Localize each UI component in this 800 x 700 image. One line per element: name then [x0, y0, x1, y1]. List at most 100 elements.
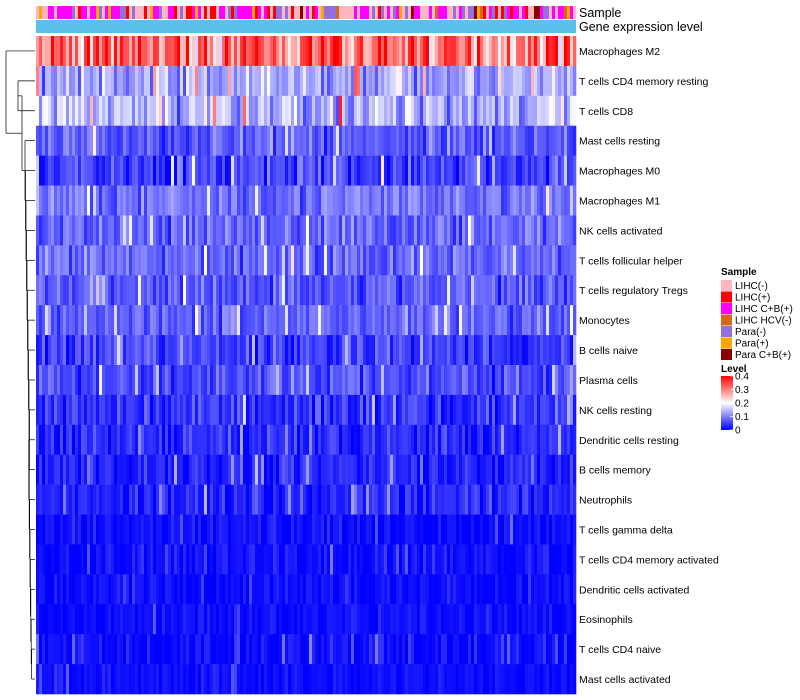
heatmap-cell [189, 454, 193, 485]
heatmap-cell [504, 424, 508, 456]
heatmap-cell [156, 514, 160, 545]
heatmap-cell [375, 95, 379, 127]
heatmap-cell [180, 574, 184, 605]
heatmap-cell [177, 544, 181, 575]
heatmap-cell [411, 36, 415, 67]
heatmap-cell [39, 65, 43, 97]
heatmap-cell [549, 634, 553, 665]
heatmap-cell [570, 125, 574, 156]
heatmap-cell [474, 95, 478, 127]
heatmap-cell [90, 335, 94, 366]
heatmap-cell [477, 335, 481, 366]
heatmap-cell [357, 454, 361, 485]
heatmap-cell [105, 305, 109, 336]
heatmap-cell [375, 574, 379, 605]
heatmap-cell [510, 424, 514, 456]
heatmap-cell [498, 424, 502, 456]
heatmap-cell [459, 275, 463, 306]
heatmap-cell [279, 394, 283, 426]
heatmap-cell [498, 275, 502, 306]
row-label: B cells naive [579, 345, 638, 357]
heatmap-cell [228, 424, 232, 456]
heatmap-cell [219, 634, 223, 665]
heatmap-cell [444, 484, 448, 515]
heatmap-cell [147, 424, 151, 456]
heatmap-cell [153, 36, 157, 67]
heatmap-cell [444, 514, 448, 545]
heatmap-cell [330, 215, 334, 246]
sample-annotation-cell [117, 6, 121, 19]
heatmap-cell [348, 185, 352, 216]
heatmap-cell [501, 305, 505, 336]
heatmap-cell [255, 574, 259, 605]
sample-annotation-cell [219, 6, 223, 19]
heatmap-cell [255, 544, 259, 575]
heatmap-cell [141, 365, 145, 396]
heatmap-cell [561, 95, 565, 127]
heatmap-cell [516, 185, 520, 216]
heatmap-cell [411, 95, 415, 127]
heatmap-cell [498, 544, 502, 575]
heatmap-cell [222, 574, 226, 605]
heatmap-cell [267, 275, 271, 306]
heatmap-cell [39, 365, 43, 396]
heatmap-cell [483, 454, 487, 485]
heatmap-cell [396, 215, 400, 246]
sample-annotation-cell [270, 6, 274, 19]
sample-legend-swatch [721, 303, 732, 314]
heatmap-cell [399, 664, 403, 695]
heatmap-cell [180, 185, 184, 216]
heatmap-cell [255, 664, 259, 695]
heatmap-cell [522, 574, 526, 605]
heatmap-cell [150, 36, 154, 67]
heatmap-cell [90, 544, 94, 575]
heatmap-cell [306, 394, 310, 426]
heatmap-cell [135, 185, 139, 216]
heatmap-cell [453, 125, 457, 156]
heatmap-cell [378, 394, 382, 426]
heatmap-cell [375, 394, 379, 426]
heatmap-cell [243, 544, 247, 575]
heatmap-cell [201, 544, 205, 575]
heatmap-cell [168, 275, 172, 306]
heatmap-cell [153, 125, 157, 156]
heatmap-cell [390, 155, 394, 186]
heatmap-cell [291, 335, 295, 366]
heatmap-cell [66, 604, 70, 635]
heatmap-cell [558, 574, 562, 605]
heatmap-cell [438, 65, 442, 97]
heatmap-cell [156, 95, 160, 127]
heatmap-cell [111, 604, 115, 635]
heatmap-cell [561, 245, 565, 276]
sample-annotation-cell [531, 6, 535, 19]
heatmap-cell [231, 245, 235, 276]
heatmap-cell [180, 125, 184, 156]
heatmap-cell [369, 335, 373, 366]
heatmap-cell [180, 245, 184, 276]
sample-legend-swatch [721, 326, 732, 337]
heatmap-cell [492, 484, 496, 515]
heatmap-cell [459, 95, 463, 127]
heatmap-cell [348, 544, 352, 575]
heatmap-cell [174, 365, 178, 396]
heatmap-cell [261, 604, 265, 635]
heatmap-cell [96, 664, 100, 695]
heatmap-cell [279, 634, 283, 665]
heatmap-cell [261, 365, 265, 396]
heatmap-cell [177, 574, 181, 605]
heatmap-cell [321, 544, 325, 575]
heatmap-cell [420, 544, 424, 575]
heatmap-cell [258, 335, 262, 366]
heatmap-cell [282, 634, 286, 665]
heatmap-cell [534, 634, 538, 665]
row-label: T cells regulatory Tregs [579, 285, 688, 297]
heatmap-cell [405, 574, 409, 605]
heatmap-cell [168, 155, 172, 186]
heatmap-cell [108, 125, 112, 156]
heatmap-cell [261, 454, 265, 485]
heatmap-cell [354, 185, 358, 216]
heatmap-cell [129, 634, 133, 665]
heatmap-cell [153, 305, 157, 336]
heatmap-cell [282, 215, 286, 246]
heatmap-cell [42, 514, 46, 545]
